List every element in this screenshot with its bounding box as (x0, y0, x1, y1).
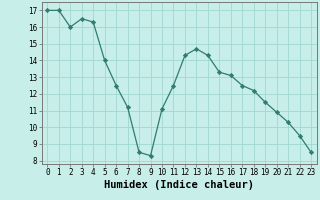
X-axis label: Humidex (Indice chaleur): Humidex (Indice chaleur) (104, 180, 254, 190)
